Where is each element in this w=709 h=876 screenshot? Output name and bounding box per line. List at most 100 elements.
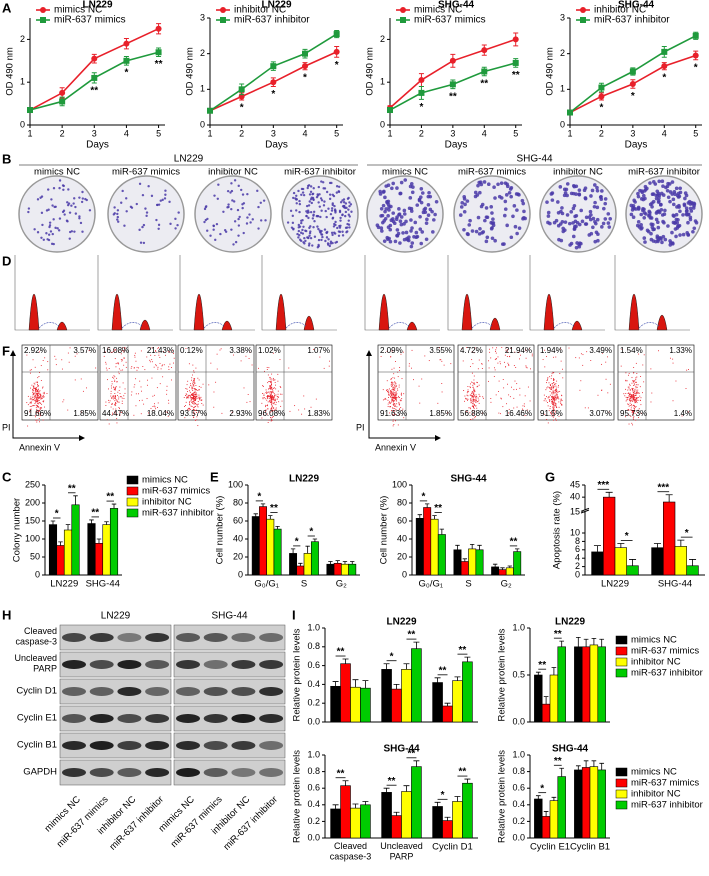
colony (333, 232, 335, 234)
colony (331, 209, 333, 211)
event (324, 368, 325, 369)
colony (329, 242, 331, 244)
colony (466, 199, 470, 203)
legend-swatch (616, 647, 627, 655)
bar (402, 792, 412, 838)
colony (675, 221, 679, 225)
colony (232, 243, 234, 245)
marker (481, 69, 487, 75)
error-bar (333, 682, 339, 687)
event (467, 391, 468, 392)
band (117, 714, 141, 723)
colony (411, 190, 415, 194)
event (266, 393, 267, 394)
event (391, 379, 392, 380)
event (554, 384, 555, 385)
colony (216, 223, 218, 225)
event (530, 368, 531, 369)
event (271, 404, 272, 405)
band (204, 687, 228, 696)
band (145, 768, 169, 777)
colony (48, 239, 50, 241)
colony (574, 192, 578, 196)
error-bar (313, 539, 317, 542)
y-tick-label: 100 (25, 533, 40, 543)
event (298, 409, 299, 410)
colony (463, 203, 467, 207)
event (526, 358, 527, 359)
marker (334, 49, 340, 55)
event (638, 400, 639, 401)
event (268, 375, 269, 376)
error-bar (328, 562, 332, 565)
event (155, 364, 156, 365)
event (33, 390, 34, 391)
error-bar (435, 678, 441, 683)
event (474, 391, 475, 392)
event (189, 402, 190, 403)
event (582, 354, 583, 355)
colony (651, 192, 655, 196)
significance: ** (554, 756, 562, 767)
colony (347, 208, 349, 210)
event (494, 376, 495, 377)
bar (675, 546, 687, 575)
event (629, 384, 630, 385)
colony (143, 242, 145, 244)
bar (590, 767, 598, 838)
colony (156, 204, 158, 206)
event (554, 386, 555, 387)
colony (606, 212, 610, 216)
colony (568, 222, 572, 226)
colony (298, 211, 300, 213)
colony (296, 202, 298, 204)
y-tick-label: 1.0 (512, 622, 525, 632)
event (473, 403, 474, 404)
event (528, 387, 529, 388)
event (38, 385, 39, 386)
bar (341, 564, 348, 575)
event (139, 400, 140, 401)
band (145, 714, 169, 723)
event (193, 382, 194, 383)
event (30, 402, 31, 403)
colony (564, 220, 568, 224)
error-bar (606, 492, 613, 497)
x-tick-label: UncleavedPARP (380, 841, 423, 861)
event (199, 399, 200, 400)
event (636, 401, 637, 402)
event (515, 367, 516, 368)
g1-peak (462, 294, 472, 330)
event (557, 397, 558, 398)
error-bar (584, 639, 589, 647)
event (398, 402, 399, 403)
colony (399, 192, 403, 196)
bar (534, 799, 542, 838)
event (275, 385, 276, 386)
bar (598, 647, 606, 722)
error-bar (654, 544, 661, 548)
y-axis-label: OD 490 nm (545, 47, 556, 96)
g1-peak (29, 294, 39, 330)
event (554, 400, 555, 401)
event (32, 405, 33, 406)
colony (327, 243, 329, 245)
colony (308, 242, 310, 244)
colony (240, 189, 242, 191)
x-tick-label: G₀/G₁ (254, 579, 279, 590)
event (392, 377, 393, 378)
colony (410, 241, 414, 245)
event (482, 368, 483, 369)
event (497, 363, 498, 364)
bar (558, 777, 566, 838)
fit-curve (122, 322, 142, 328)
event (388, 406, 389, 407)
event (475, 406, 476, 407)
event (409, 363, 410, 364)
colony (674, 235, 678, 239)
event (189, 401, 190, 402)
event (195, 391, 196, 392)
colony (654, 194, 658, 198)
event (105, 402, 106, 403)
event (470, 419, 471, 420)
